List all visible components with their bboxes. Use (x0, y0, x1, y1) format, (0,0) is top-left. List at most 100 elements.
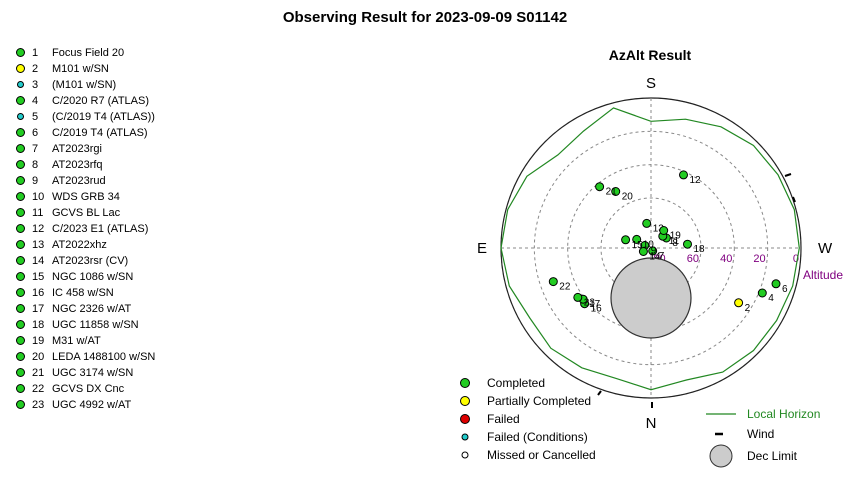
point-7 (648, 246, 658, 256)
direction-label-right: W (818, 240, 833, 257)
target-number: 13 (32, 239, 45, 251)
point-23 (573, 292, 583, 302)
legend-label-failed: Failed (487, 412, 520, 426)
point-12 (679, 170, 688, 180)
point-label-4: 4 (768, 293, 774, 304)
target-number: 3 (32, 79, 39, 91)
target-number: 22 (32, 383, 45, 395)
point-14 (638, 247, 648, 256)
target-number: 7 (32, 143, 39, 155)
target-number: 4 (32, 95, 39, 107)
target-name: M101 w/SN (52, 63, 109, 75)
legend-marker-dec-limit (709, 444, 733, 468)
target-name: (M101 w/SN) (52, 79, 117, 91)
point-22 (548, 277, 558, 287)
point-label-15: 15 (632, 240, 644, 251)
point-21 (595, 182, 605, 192)
local-horizon-line (500, 107, 800, 391)
altitude-tick-label: 40 (720, 253, 732, 265)
target-name: M31 w/AT (52, 335, 101, 347)
wind-mark (597, 390, 602, 396)
target-name: LEDA 1488100 w/SN (52, 351, 156, 363)
legend-label-partially_completed: Partially Completed (487, 394, 591, 408)
status-dot-completed (16, 48, 25, 57)
legend-marker-failed_conditions (461, 433, 469, 441)
altitude-axis-label: Altitude (803, 268, 843, 282)
target-number: 21 (32, 367, 45, 379)
status-dot-partially_completed (16, 64, 25, 73)
point-label-11: 11 (669, 236, 680, 247)
target-name: GCVS DX Cnc (52, 383, 125, 395)
wind-mark (784, 173, 792, 177)
point-label-23: 23 (584, 297, 596, 308)
direction-label-left: E (477, 240, 487, 257)
legend-marker-failed (460, 414, 470, 424)
target-number: 14 (32, 255, 45, 267)
legend-label-missed: Missed or Cancelled (487, 448, 596, 462)
target-number: 20 (32, 351, 45, 363)
target-name: IC 458 w/SN (52, 287, 114, 299)
status-dot-completed (16, 336, 25, 345)
target-name: C/2020 R7 (ATLAS) (52, 95, 150, 107)
altitude-tick-label: 0 (793, 253, 799, 265)
point-label-16: 16 (591, 304, 603, 315)
target-number: 23 (32, 399, 45, 411)
direction-label-bottom: N (646, 415, 657, 432)
target-name: WDS GRB 34 (52, 191, 120, 203)
target-name: AT2023rgi (52, 143, 102, 155)
status-dot-completed (16, 352, 25, 361)
status-dot-completed (16, 368, 25, 377)
legend-marker-completed (460, 378, 470, 388)
target-name: AT2023rud (52, 175, 106, 187)
target-number: 16 (32, 287, 45, 299)
status-dot-failed_conditions (17, 81, 24, 88)
point-label-6: 6 (782, 284, 788, 295)
target-name: NGC 2326 w/AT (52, 303, 132, 315)
target-name: AT2023rfq (52, 159, 103, 171)
target-number: 10 (32, 191, 45, 203)
target-number: 9 (32, 175, 39, 187)
status-dot-completed (16, 256, 25, 265)
legend-label-dec-limit: Dec Limit (747, 449, 798, 463)
status-dot-completed (16, 320, 25, 329)
target-number: 11 (32, 207, 44, 219)
point-10 (632, 234, 642, 244)
target-number: 8 (32, 159, 39, 171)
status-dot-completed (16, 128, 25, 137)
legend-label-wind: Wind (747, 427, 774, 441)
target-number: 5 (32, 111, 39, 123)
legend-marker-missed (461, 451, 469, 459)
status-dot-completed (16, 208, 25, 217)
target-number: 1 (32, 47, 39, 59)
status-dot-completed (16, 304, 25, 313)
target-name: C/2019 T4 (ATLAS) (52, 127, 148, 139)
dec-limit-disc (610, 257, 692, 339)
legend-label-horizon: Local Horizon (747, 407, 820, 421)
target-name: C/2023 E1 (ATLAS) (52, 223, 149, 235)
target-name: (C/2019 T4 (ATLAS)) (52, 111, 155, 123)
target-name: GCVS BL Lac (52, 207, 121, 219)
status-dot-completed (16, 400, 25, 409)
status-dot-completed (16, 176, 25, 185)
status-dot-completed (16, 240, 25, 249)
altitude-tick-label: 20 (753, 253, 765, 265)
target-number: 19 (32, 335, 45, 347)
status-dot-completed (16, 160, 25, 169)
target-number: 6 (32, 127, 39, 139)
target-name: UGC 3174 w/SN (52, 367, 134, 379)
point-label-2: 2 (745, 303, 751, 314)
point-label-19: 19 (670, 231, 682, 242)
chart-title: AzAlt Result (609, 47, 692, 63)
status-dot-completed (16, 384, 25, 393)
altitude-tick-label: 60 (687, 253, 699, 265)
target-name: NGC 1086 w/SN (52, 271, 134, 283)
point-label-12: 12 (690, 175, 702, 186)
point-label-17: 17 (589, 299, 601, 310)
target-name: UGC 4992 w/AT (52, 399, 132, 411)
point-label-9: 9 (651, 246, 657, 257)
point-label-7: 7 (659, 251, 665, 262)
target-number: 18 (32, 319, 45, 331)
point-19 (659, 226, 669, 235)
point-label-14: 14 (649, 252, 661, 263)
target-number: 2 (32, 63, 39, 75)
